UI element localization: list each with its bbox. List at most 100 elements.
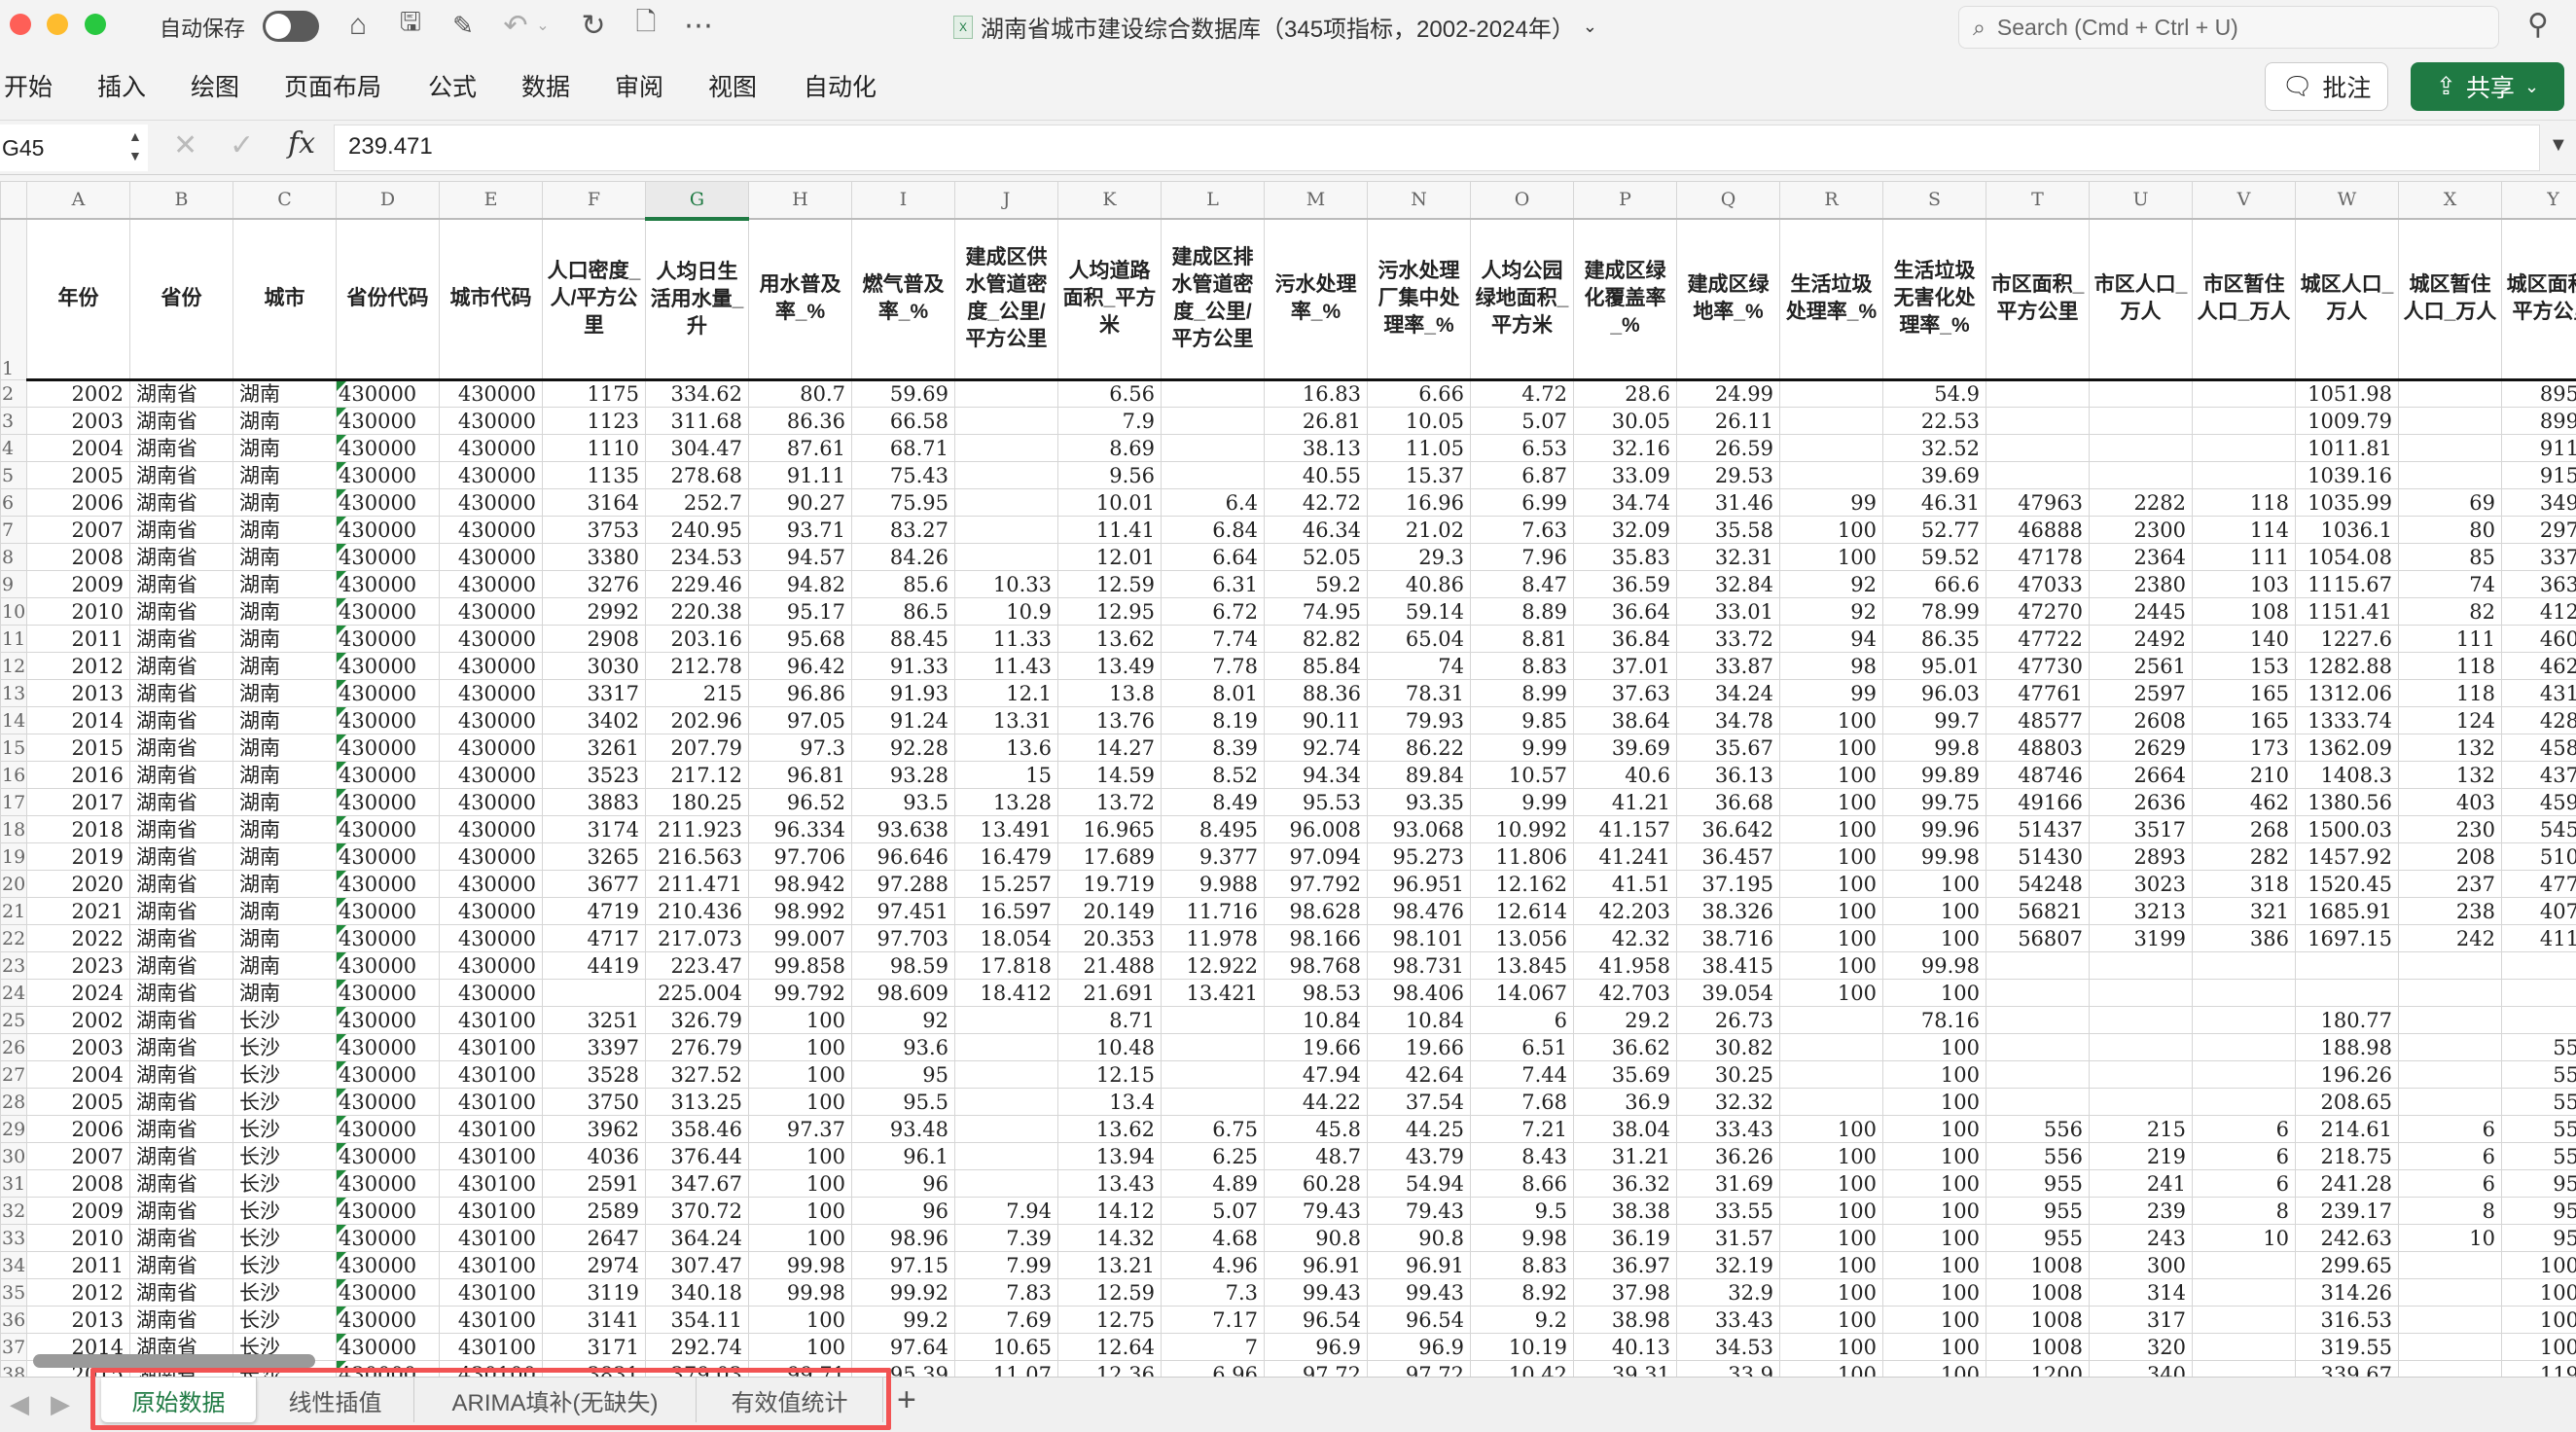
cell[interactable] [2089, 461, 2193, 489]
cell[interactable]: 13.62 [1057, 625, 1162, 653]
cell[interactable]: 52.77 [1882, 516, 1986, 544]
cell[interactable]: 1009.79 [2295, 407, 2399, 435]
row-header[interactable]: 22 [0, 924, 27, 952]
cell[interactable]: 90.11 [1264, 706, 1368, 734]
cell[interactable]: 2013 [26, 679, 130, 707]
cell[interactable]: 2011 [26, 625, 130, 653]
cell[interactable] [2501, 951, 2576, 980]
cell[interactable]: 1008 [1986, 1306, 2090, 1334]
cell[interactable]: 430000 [336, 870, 440, 898]
cell[interactable]: 8.01 [1161, 679, 1265, 707]
row-header[interactable]: 38 [0, 1360, 27, 1377]
cell[interactable]: 12.162 [1470, 870, 1574, 898]
cell[interactable]: 1007. [2501, 1278, 2576, 1307]
cell[interactable]: 4602. [2501, 625, 2576, 653]
cell[interactable]: 11.43 [954, 652, 1058, 680]
cell[interactable]: 314 [2089, 1278, 2193, 1307]
row-header[interactable]: 33 [0, 1224, 27, 1252]
cell[interactable]: 12.15 [1057, 1060, 1162, 1089]
cell[interactable]: 430000 [439, 488, 543, 517]
cell[interactable]: 湖南 [233, 652, 337, 680]
cell[interactable]: 234.53 [645, 543, 749, 571]
row-header[interactable]: 29 [0, 1115, 27, 1143]
cell[interactable]: 430100 [439, 1333, 543, 1361]
cell[interactable]: 430000 [336, 897, 440, 925]
cell[interactable]: 96.54 [1264, 1306, 1368, 1334]
cell[interactable] [2398, 1278, 2502, 1307]
header-cell[interactable]: 燃气普及率_% [851, 218, 955, 381]
cell[interactable]: 462 [2192, 788, 2296, 816]
cell[interactable]: 湖南省 [129, 1142, 233, 1170]
cell[interactable]: 13.491 [954, 815, 1058, 843]
cell[interactable]: 10.992 [1470, 815, 1574, 843]
cell[interactable]: 36.64 [1573, 597, 1677, 626]
cell[interactable]: 10.05 [1367, 407, 1471, 435]
cell[interactable]: 9.377 [1161, 842, 1265, 871]
cell[interactable]: 100 [748, 1060, 852, 1089]
cell[interactable]: 430000 [439, 979, 543, 1007]
cell[interactable]: 26.81 [1264, 407, 1368, 435]
column-header-H[interactable]: H [748, 181, 852, 220]
cell[interactable]: 95.68 [748, 625, 852, 653]
cell[interactable]: 85.6 [851, 570, 955, 598]
cell[interactable]: 湖南 [233, 597, 337, 626]
row-header[interactable]: 26 [0, 1033, 27, 1061]
cell[interactable]: 35.69 [1573, 1060, 1677, 1089]
cell[interactable] [2192, 1006, 2296, 1034]
cell[interactable]: 100 [1779, 1333, 1883, 1361]
cell[interactable]: 4778. [2501, 870, 2576, 898]
cell[interactable]: 326.79 [645, 1006, 749, 1034]
cell[interactable]: 1408.3 [2295, 761, 2399, 789]
cell[interactable] [2398, 979, 2502, 1007]
cell[interactable] [954, 1088, 1058, 1116]
cell[interactable]: 97.706 [748, 842, 852, 871]
cell[interactable]: 430000 [336, 924, 440, 952]
cell[interactable]: 13.43 [1057, 1169, 1162, 1198]
column-header-P[interactable]: P [1573, 181, 1677, 220]
cell[interactable]: 278.68 [645, 461, 749, 489]
row-header[interactable]: 1 [0, 218, 27, 380]
cell[interactable]: 6 [2398, 1169, 2502, 1198]
cell[interactable]: 12.01 [1057, 543, 1162, 571]
cell[interactable]: 26.59 [1676, 434, 1780, 462]
cell[interactable]: 湖南省 [129, 734, 233, 762]
row-header[interactable]: 6 [0, 488, 27, 517]
cell[interactable]: 99.7 [1882, 706, 1986, 734]
cell[interactable] [954, 434, 1058, 462]
cell[interactable]: 90.27 [748, 488, 852, 517]
cell[interactable]: 95.53 [1264, 788, 1368, 816]
column-header-M[interactable]: M [1264, 181, 1368, 220]
header-cell[interactable]: 人均公园绿地面积_平方米 [1470, 218, 1574, 381]
cell[interactable]: 430000 [439, 461, 543, 489]
cell[interactable]: 96 [851, 1197, 955, 1225]
cell[interactable]: 85 [2398, 543, 2502, 571]
cell[interactable]: 13.62 [1057, 1115, 1162, 1143]
cell[interactable]: 2021 [26, 897, 130, 925]
cell[interactable] [2192, 407, 2296, 435]
cell[interactable]: 98.166 [1264, 924, 1368, 952]
cell[interactable]: 100 [1882, 1142, 1986, 1170]
cell[interactable]: 955 [1986, 1169, 2090, 1198]
cell[interactable]: 33.72 [1676, 625, 1780, 653]
cell[interactable]: 208.65 [2295, 1088, 2399, 1116]
cell[interactable]: 8.39 [1161, 734, 1265, 762]
cell[interactable]: 1135 [542, 461, 646, 489]
cell[interactable]: 219 [2089, 1142, 2193, 1170]
cell[interactable]: 99.2 [851, 1306, 955, 1334]
cell[interactable]: 430000 [336, 516, 440, 544]
cell[interactable]: 3831 [542, 1360, 646, 1377]
cell[interactable]: 430100 [439, 1033, 543, 1061]
cell[interactable]: 42.703 [1573, 979, 1677, 1007]
header-cell[interactable]: 人口密度_人/平方公里 [542, 218, 646, 381]
cell[interactable]: 100 [1779, 761, 1883, 789]
cell[interactable]: 12.59 [1057, 570, 1162, 598]
cell[interactable]: 47270 [1986, 597, 2090, 626]
cell[interactable]: 318 [2192, 870, 2296, 898]
cell[interactable] [954, 543, 1058, 571]
cell[interactable]: 16.96 [1367, 488, 1471, 517]
cell[interactable]: 14.12 [1057, 1197, 1162, 1225]
cell[interactable]: 99.71 [748, 1360, 852, 1377]
cell[interactable]: 98.101 [1367, 924, 1471, 952]
cell[interactable]: 3528 [542, 1060, 646, 1089]
cell[interactable]: 21.488 [1057, 951, 1162, 980]
